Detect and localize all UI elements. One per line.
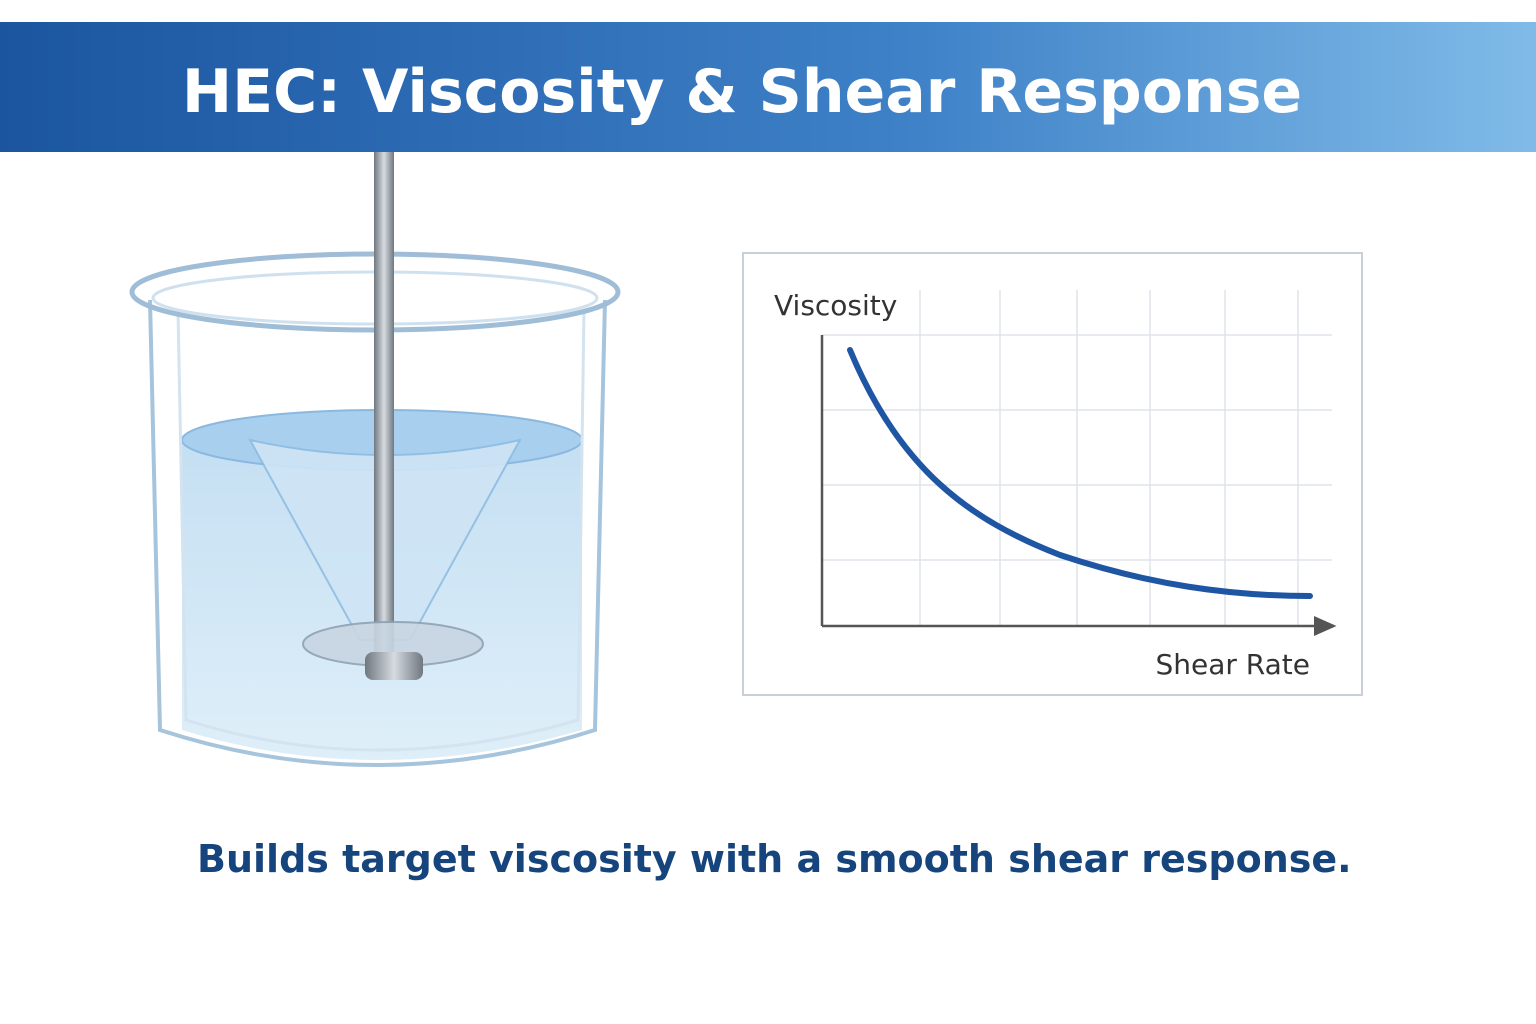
chart-panel: Viscosity Shear Rate (742, 252, 1363, 696)
beaker-illustration (129, 152, 621, 767)
header-band (0, 22, 1536, 152)
title: HEC: Viscosity & Shear Response (182, 57, 1302, 127)
x-axis-label: Shear Rate (1155, 648, 1310, 681)
y-axis-label: Viscosity (774, 289, 897, 322)
curve (847, 347, 1313, 599)
grid (822, 290, 1332, 626)
caption: Builds target viscosity with a smooth sh… (197, 837, 1352, 881)
